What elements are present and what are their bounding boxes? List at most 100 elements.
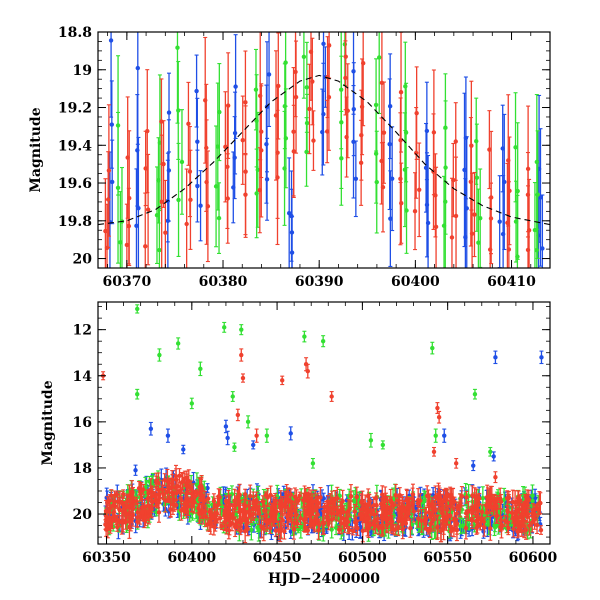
top-blue-point [320,129,325,135]
top-red-point [326,95,332,100]
top-blue-point [321,41,326,47]
bottom-green-baseline-point [459,507,465,512]
top-blue-point [109,122,115,127]
top-red-point [417,187,422,193]
top-red-point [433,224,439,230]
top-red-point [145,207,151,212]
top-blue-point [538,195,543,200]
top-red-point [188,197,193,203]
top-green-point [176,108,181,113]
top-green-point [513,145,518,150]
bottom-red-baseline-point [177,473,182,479]
top-green-point [474,139,479,144]
top-blue-point [540,246,545,251]
top-blue-point [500,231,506,237]
top-green-point [404,208,409,213]
bottom-green-baseline-point [329,527,334,532]
top-blue-point [136,205,141,211]
bottom-red-baseline-point [538,527,544,533]
top-red-point [324,129,330,134]
top-green-point [282,166,287,171]
bottom-red-baseline-point [113,517,119,523]
top-tick-marks: 60370 60380 60390 60400 60410 18.8 19 19.2 19.4 1… [58,25,551,290]
top-green-point [374,179,379,185]
top-blue-point [231,185,236,190]
top-blue-point [194,88,199,94]
bottom-red-baseline-point [292,508,297,514]
top-x-tick-label: 60370 [102,274,151,290]
top-blue-point [389,176,395,181]
top-blue-point [233,84,238,89]
bottom-green-baseline-point [486,519,491,525]
top-red-point [257,188,263,193]
top-blue-point [388,216,393,221]
top-red-point [143,166,148,171]
top-green-point [304,85,310,90]
top-red-point [105,197,111,202]
top-red-point [453,139,458,144]
bottom-red-baseline-point [463,525,469,531]
top-green-point [216,215,222,221]
top-blue-point [463,235,468,240]
top-red-point [106,168,112,173]
top-red-point [469,231,475,236]
top-green-point [403,84,408,89]
top-red-point [310,79,315,84]
top-green-point [179,159,185,165]
top-green-point [534,247,539,253]
top-red-point [124,242,130,248]
top-blue-point [264,177,270,182]
bottom-red-baseline-point [479,509,485,515]
top-red-point [358,160,364,166]
top-y-tick-label: 19.8 [58,214,92,230]
top-red-point [159,199,164,204]
bottom-green-baseline-point [255,525,260,530]
top-red-point [359,104,365,110]
top-red-point [163,230,168,235]
top-red-point [293,94,299,100]
top-red-point [487,147,492,152]
top-green-point [304,149,309,155]
top-green-point [515,254,520,259]
top-green-point [339,156,344,161]
top-green-point [213,184,219,189]
top-panel: 60370 60380 60390 60400 60410 18.8 19 19.2 19.4 1… [28,25,551,290]
top-red-point [240,138,245,143]
top-red-point [449,235,455,240]
bottom-blue-baseline-point [205,485,210,491]
bottom-plot-data [100,304,544,544]
top-red-point [433,193,438,198]
bottom-red-baseline-point [350,528,356,534]
top-red-point [307,106,312,112]
top-red-point [225,196,230,201]
top-red-point [161,161,166,167]
bottom-blue-baseline-point [288,529,294,534]
top-x-tick-label: 60410 [487,274,536,290]
top-red-point [525,247,531,253]
top-blue-point [134,223,139,229]
top-blue-point [198,203,203,208]
top-red-point [488,216,494,221]
top-blue-point [425,220,431,226]
top-red-point [126,223,132,229]
top-blue-point [264,141,269,147]
top-red-point [398,176,403,181]
top-blue-point [497,219,502,224]
top-blue-point [135,65,141,71]
bottom-red-baseline-point [352,509,358,514]
top-green-point [176,197,181,203]
top-y-tick-label: 20 [73,252,93,268]
top-y-tick-label: 19.4 [58,138,92,154]
top-red-point [380,184,386,190]
top-red-point [275,175,280,180]
top-red-point [487,247,493,252]
top-red-point [184,221,189,227]
top-plot-frame [97,31,551,269]
top-green-point [441,223,447,228]
top-red-point [412,208,418,214]
top-y-tick-label: 19 [73,63,92,79]
bottom-green-baseline-point [480,495,486,501]
top-blue-point [289,250,295,255]
top-green-point [301,54,307,59]
top-red-point [472,212,477,217]
